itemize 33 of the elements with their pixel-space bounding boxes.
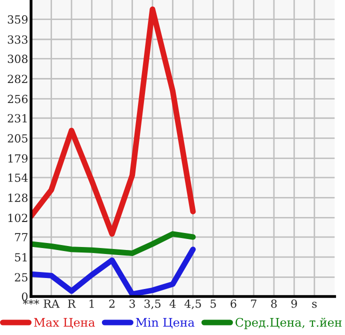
x-tick-label: s [312, 302, 317, 308]
y-tick-label: 25 [14, 273, 28, 282]
x-tick-label: 3,5 [144, 299, 160, 310]
x-tick-label: 9 [291, 299, 297, 308]
y-tick-label: 205 [8, 134, 28, 143]
y-tick-label: 51 [15, 253, 27, 262]
x-tick-label: 5 [210, 300, 216, 308]
y-tick-label: 282 [8, 74, 28, 84]
x-tick-label: 3 [130, 299, 135, 308]
y-tick-label: 77 [15, 233, 28, 242]
y-tick-label: 359 [8, 15, 28, 24]
x-tick-label: 4,5 [184, 299, 201, 310]
legend-label: Min Цена [136, 318, 194, 328]
y-tick-label: 231 [8, 114, 27, 123]
x-tick-label: 4 [170, 299, 176, 308]
x-tick-label: 6 [230, 299, 236, 308]
y-tick-label: 102 [8, 214, 28, 222]
x-tick-label: RA [44, 300, 60, 308]
y-tick-label: 179 [8, 154, 28, 163]
x-tick-label: 1 [90, 299, 94, 308]
y-tick-label: 128 [8, 194, 28, 202]
legend-label: Сред.Цена, т.йен [236, 318, 342, 330]
x-tick-label: 2 [109, 299, 114, 308]
y-tick-label: 154 [8, 174, 28, 182]
y-tick-label: 0 [22, 292, 28, 301]
x-tick-label: 7 [251, 300, 256, 308]
y-tick-label: 256 [8, 94, 28, 104]
x-tick-label: R [68, 300, 76, 308]
x-tick-label: *** [22, 299, 40, 305]
legend-label: Max Цена [34, 318, 95, 328]
y-tick-label: 308 [8, 54, 28, 64]
y-tick-label: 333 [8, 35, 28, 44]
x-tick-label: 8 [271, 299, 277, 308]
